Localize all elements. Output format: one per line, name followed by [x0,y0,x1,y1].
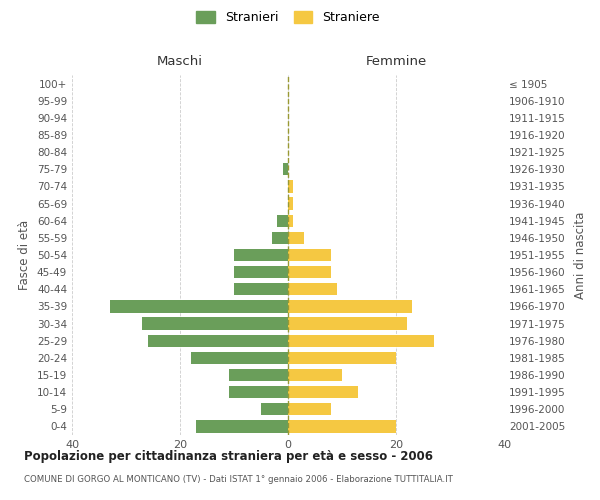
Bar [288,198,293,209]
Bar [288,266,331,278]
Bar [288,214,293,227]
Y-axis label: Anni di nascita: Anni di nascita [574,212,587,298]
Bar [234,266,288,278]
Text: Maschi: Maschi [157,55,203,68]
Bar [234,283,288,296]
Bar [110,300,288,312]
Bar [261,403,288,415]
Bar [288,369,342,381]
Bar [229,369,288,381]
Text: COMUNE DI GORGO AL MONTICANO (TV) - Dati ISTAT 1° gennaio 2006 - Elaborazione TU: COMUNE DI GORGO AL MONTICANO (TV) - Dati… [24,475,453,484]
Bar [288,283,337,296]
Bar [288,334,434,347]
Bar [288,180,293,192]
Bar [272,232,288,244]
Bar [288,420,396,432]
Legend: Stranieri, Straniere: Stranieri, Straniere [196,11,380,24]
Bar [288,386,358,398]
Y-axis label: Fasce di età: Fasce di età [19,220,31,290]
Bar [288,403,331,415]
Bar [191,352,288,364]
Bar [229,386,288,398]
Bar [288,318,407,330]
Bar [283,163,288,175]
Bar [288,232,304,244]
Text: Femmine: Femmine [365,55,427,68]
Bar [148,334,288,347]
Bar [234,249,288,261]
Bar [288,249,331,261]
Bar [142,318,288,330]
Bar [288,300,412,312]
Bar [288,352,396,364]
Text: Popolazione per cittadinanza straniera per età e sesso - 2006: Popolazione per cittadinanza straniera p… [24,450,433,463]
Bar [277,214,288,227]
Bar [196,420,288,432]
